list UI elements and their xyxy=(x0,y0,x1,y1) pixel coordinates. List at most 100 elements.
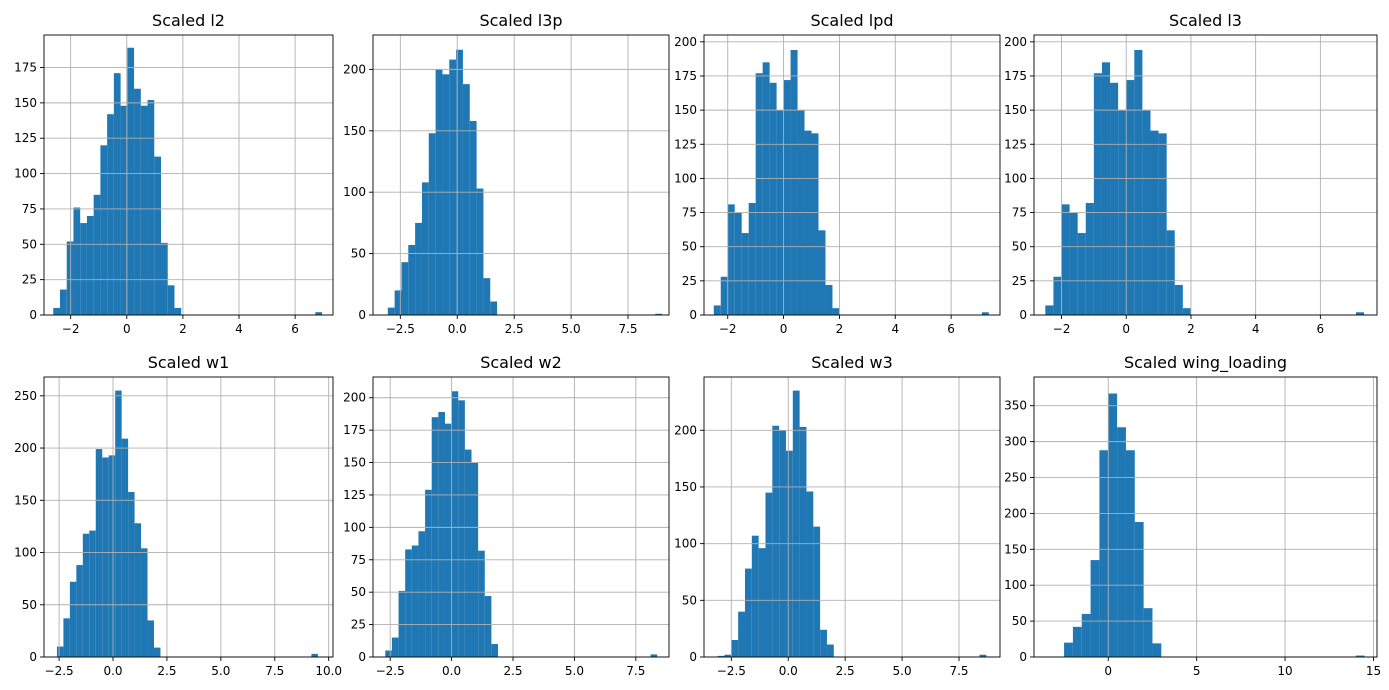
y-tick-label: 100 xyxy=(674,537,697,551)
y-tick-label: 100 xyxy=(343,520,366,534)
histogram-bar xyxy=(93,194,101,315)
histogram-bar xyxy=(134,88,141,316)
histogram-bar xyxy=(484,596,492,657)
x-tick-label: 2 xyxy=(179,322,187,336)
histogram-bar xyxy=(717,655,725,657)
x-tick-label: −2 xyxy=(1053,322,1071,336)
histogram-bar xyxy=(748,203,756,315)
histogram-bar xyxy=(458,400,465,657)
x-tick-label: 5 xyxy=(1193,664,1201,678)
histogram-bar xyxy=(89,530,96,657)
histogram-bar xyxy=(727,204,735,315)
y-tick-label: 25 xyxy=(22,273,37,287)
histogram-bar xyxy=(1143,608,1153,657)
histogram-bar xyxy=(1045,305,1054,315)
y-tick-label: 200 xyxy=(14,441,37,455)
axes-frame xyxy=(372,34,670,316)
axes-frame xyxy=(1033,376,1378,658)
histogram-bar xyxy=(1174,284,1183,315)
x-tick-label: 0.0 xyxy=(442,664,461,678)
x-tick-label: −2 xyxy=(719,322,737,336)
axes-frame xyxy=(703,34,1001,316)
histogram-bar xyxy=(394,290,402,315)
axes-frame xyxy=(703,376,1001,658)
y-tick-label: 200 xyxy=(1004,506,1027,520)
histogram-bar xyxy=(785,450,793,657)
histogram-bar xyxy=(1355,655,1365,657)
histogram-bar xyxy=(73,207,81,315)
x-tick-label: 0.0 xyxy=(448,322,467,336)
y-tick-label: 50 xyxy=(351,247,366,261)
histogram-bar xyxy=(1072,626,1082,657)
histogram-bar xyxy=(1085,203,1094,315)
x-tick-label: 2.5 xyxy=(503,664,522,678)
histogram-bar xyxy=(69,581,77,657)
histogram-bar xyxy=(979,654,987,657)
x-tick-label: 5.0 xyxy=(211,664,230,678)
y-tick-label: 75 xyxy=(351,553,366,567)
y-tick-label: 75 xyxy=(22,202,37,216)
histogram-bar xyxy=(387,307,395,315)
histogram-bar xyxy=(66,241,74,315)
histogram-bar xyxy=(1081,613,1091,657)
y-tick-label: 200 xyxy=(1004,35,1027,49)
histogram-bar xyxy=(790,50,798,316)
x-tick-label: 10 xyxy=(1277,664,1292,678)
histogram-panel: −2.5 0.0 2.5 5.0 7.5 0 50 100 150 200 Scaled l3p xyxy=(343,11,670,336)
x-tick-label: 2.5 xyxy=(505,322,524,336)
histogram-bar xyxy=(100,145,108,315)
y-tick-label: 125 xyxy=(674,137,697,151)
histogram-bar xyxy=(63,618,70,657)
y-tick-label: 0 xyxy=(358,650,366,664)
y-tick-label: 150 xyxy=(343,456,366,470)
histogram-bar xyxy=(713,305,721,315)
y-tick-label: 200 xyxy=(674,423,697,437)
y-tick-label: 0 xyxy=(1019,308,1027,322)
y-tick-label: 150 xyxy=(14,493,37,507)
y-tick-label: 300 xyxy=(1004,435,1027,449)
histogram-bar xyxy=(783,80,791,315)
y-tick-label: 0 xyxy=(689,650,697,664)
histogram-bar xyxy=(792,390,800,657)
x-tick-label: 7.5 xyxy=(618,322,637,336)
y-tick-label: 50 xyxy=(682,240,697,254)
histogram-bar xyxy=(411,545,419,657)
x-tick-label: 4 xyxy=(235,322,243,336)
histogram-bar xyxy=(56,646,64,657)
histogram-bar xyxy=(476,188,484,315)
histogram-bar xyxy=(428,133,436,315)
y-tick-label: 175 xyxy=(674,69,697,83)
histogram-bar xyxy=(154,156,161,315)
histogram-bar xyxy=(311,653,318,657)
histogram-bar xyxy=(425,489,432,657)
x-tick-label: −2.5 xyxy=(386,322,415,336)
histogram-bar xyxy=(462,84,470,316)
histogram-bar xyxy=(1355,312,1365,315)
x-tick-label: 2.5 xyxy=(836,664,855,678)
y-tick-label: 100 xyxy=(343,185,366,199)
histogram-bar xyxy=(799,426,807,657)
chart-title: Scaled w2 xyxy=(480,353,562,372)
y-tick-label: 125 xyxy=(343,488,366,502)
histogram-bar xyxy=(738,611,745,657)
x-tick-label: −2.5 xyxy=(45,664,74,678)
histogram-bar xyxy=(1152,643,1162,657)
histogram-bar xyxy=(769,82,777,315)
histogram-bar xyxy=(741,233,749,315)
x-tick-label: 6 xyxy=(291,322,299,336)
histogram-bar xyxy=(1134,50,1143,316)
histogram-bar xyxy=(53,307,60,315)
x-tick-label: 5.0 xyxy=(565,664,584,678)
x-tick-label: 0.0 xyxy=(103,664,122,678)
histogram-bar xyxy=(102,457,109,657)
x-tick-label: 0 xyxy=(1122,322,1130,336)
histogram-bar xyxy=(127,47,135,315)
y-tick-label: 150 xyxy=(1004,542,1027,556)
histogram-bar xyxy=(483,278,491,315)
histogram-bar xyxy=(107,114,114,315)
y-tick-label: 0 xyxy=(689,308,697,322)
histogram-bar xyxy=(1099,450,1109,657)
histogram-bar xyxy=(1077,233,1086,315)
x-tick-label: 5.0 xyxy=(893,664,912,678)
histogram-bar xyxy=(385,650,392,657)
